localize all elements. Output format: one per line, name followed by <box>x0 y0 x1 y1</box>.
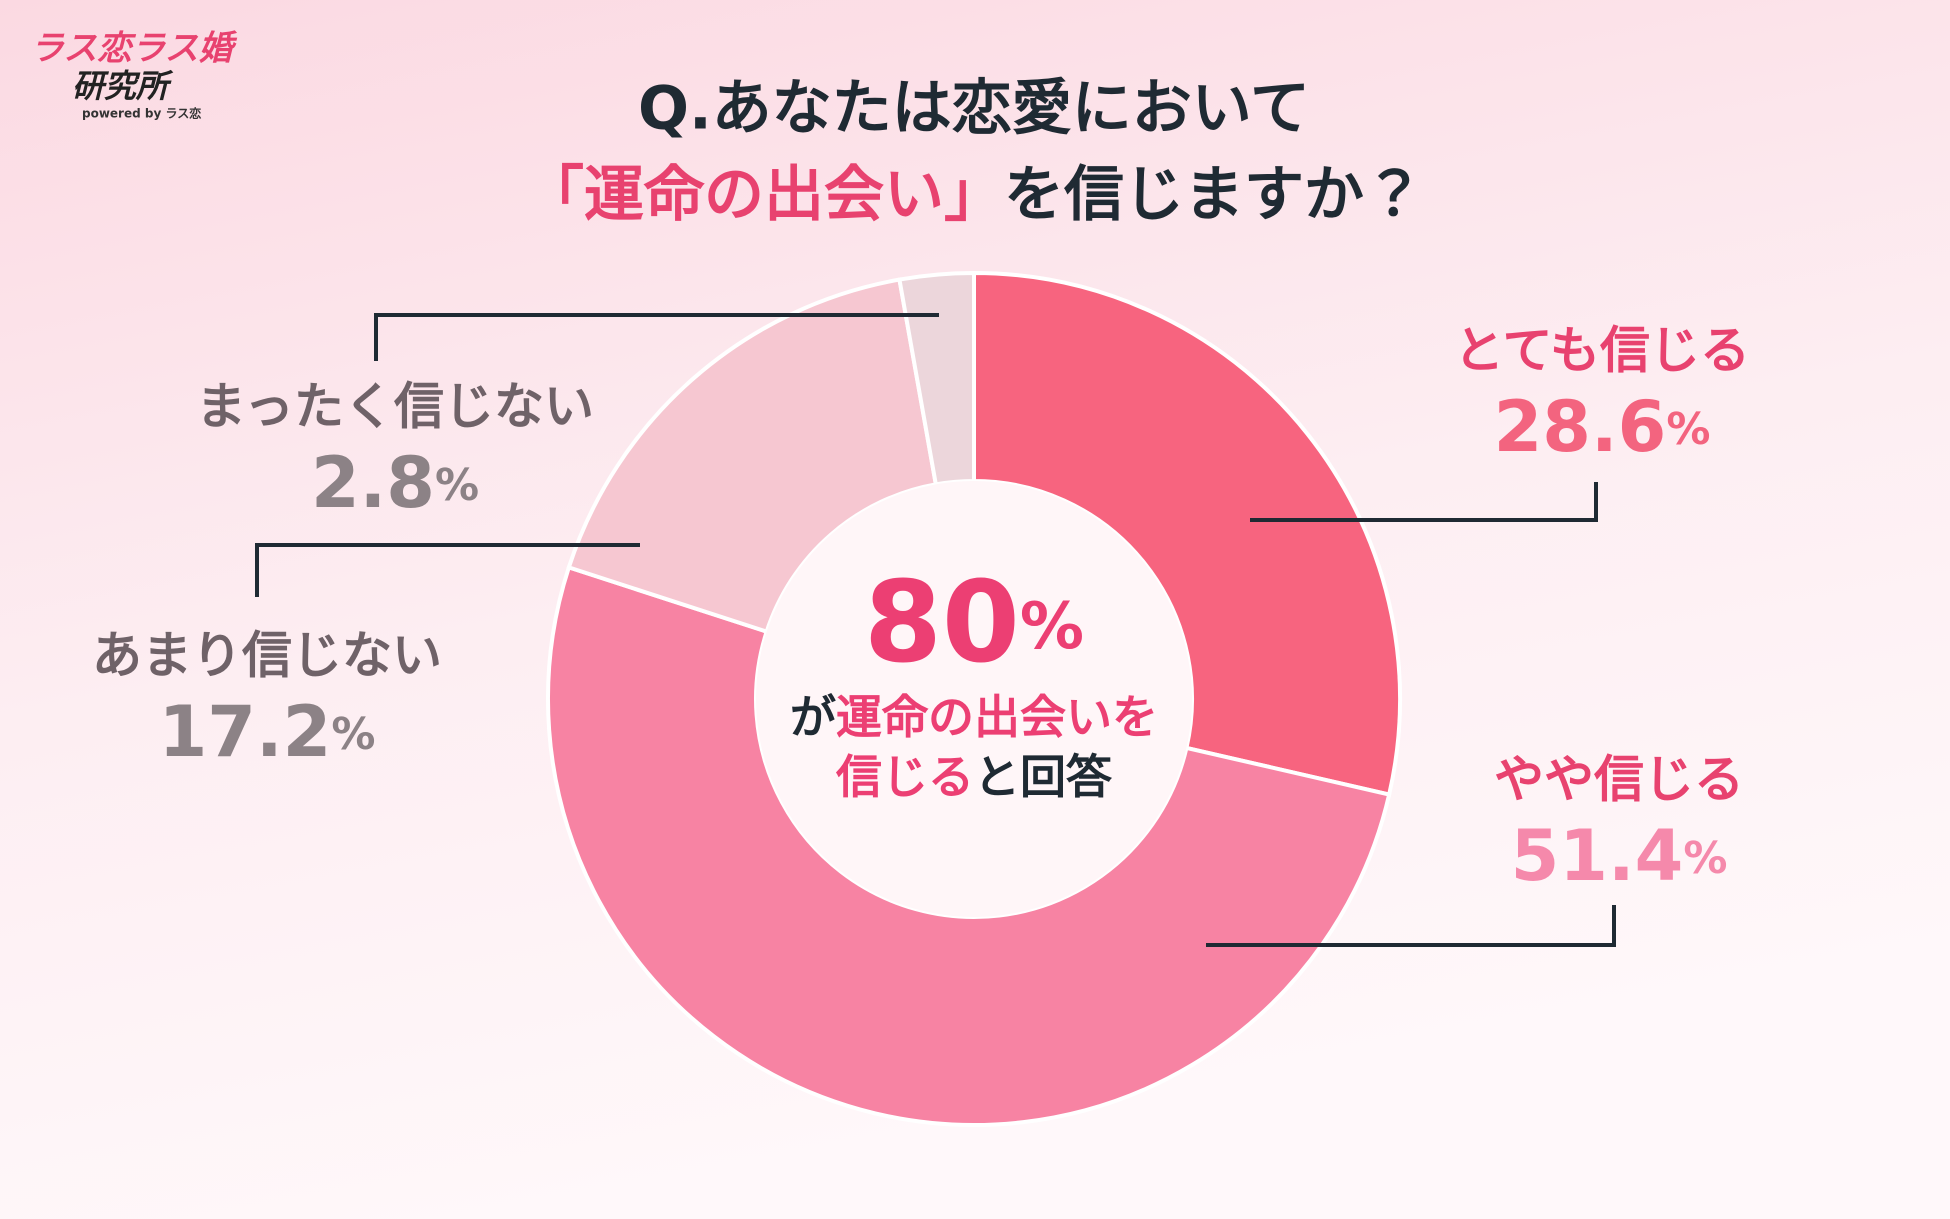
category-label: まったく信じない <box>196 378 594 436</box>
value-number: 51.4 <box>1511 815 1684 897</box>
value-label: 51.4% <box>1511 815 1728 897</box>
center-text: が運命の出会いを <box>790 690 1158 744</box>
chart-title: Q.あなたは恋愛において <box>638 74 1310 144</box>
logo-sub: powered by ラス恋 <box>82 106 201 121</box>
category-label: あまり信じない <box>92 627 442 685</box>
labels: とても信じる 28.6% やや信じる 51.4% あまり信じない 17.2% まったく信じな… <box>92 313 1750 947</box>
value-label: 17.2% <box>159 691 376 773</box>
leader-line <box>255 543 640 597</box>
category-label: やや信じる <box>1494 751 1744 809</box>
leader-line <box>374 313 939 361</box>
value-unit: % <box>331 709 375 760</box>
center-value: 80% <box>864 558 1084 688</box>
value-number: 2.8 <box>311 442 435 524</box>
value-unit: % <box>435 460 479 511</box>
center-number: 80 <box>864 558 1020 688</box>
center-text-part: と回答 <box>974 750 1113 804</box>
value-number: 17.2 <box>159 691 332 773</box>
logo-text: 研究所 <box>72 67 174 105</box>
chart-title: 「運命の出会い」を信じますか？ <box>524 160 1424 230</box>
title-highlight: 「運命の出会い」 <box>524 160 1004 230</box>
value-label: 28.6% <box>1494 386 1711 468</box>
category-label: とても信じる <box>1454 322 1750 380</box>
value-unit: % <box>1666 404 1710 455</box>
leader-line <box>1206 905 1616 947</box>
value-label: 2.8% <box>311 442 479 524</box>
center-text-part: 信じる <box>835 750 974 804</box>
center-unit: % <box>1020 590 1084 664</box>
leader-line <box>1250 482 1598 522</box>
donut-hole <box>756 481 1192 917</box>
logo: ラス恋ラス婚 研究所 powered by ラス恋 <box>30 29 238 121</box>
value-number: 28.6 <box>1494 386 1667 468</box>
title-rest: を信じますか？ <box>1004 160 1424 230</box>
center-text-part: 運命の出会いを <box>836 690 1158 744</box>
center-text-part: が <box>790 690 836 744</box>
logo-text: ラス恋ラス婚 <box>30 29 238 69</box>
center-text: 信じると回答 <box>835 750 1113 804</box>
value-unit: % <box>1683 833 1727 884</box>
